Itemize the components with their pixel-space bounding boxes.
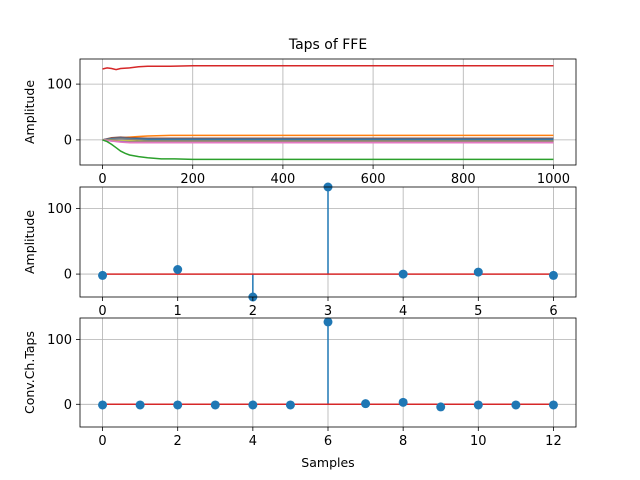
x-tick-label: 3 (324, 304, 332, 319)
x-tick-label: 6 (324, 434, 332, 449)
stem-marker (285, 400, 295, 410)
stem-marker (548, 270, 558, 280)
axes-frame (79, 58, 577, 166)
y-axis-label: Conv.Ch.Taps (22, 331, 37, 414)
x-tick-label: 6 (549, 304, 557, 319)
x-tick-label: 4 (399, 304, 407, 319)
stem-marker (548, 400, 558, 410)
y-tick-label: 100 (47, 202, 72, 217)
stem-marker (248, 400, 258, 410)
x-tick-label: 1 (174, 304, 182, 319)
stem-marker (473, 267, 483, 277)
series-line-1 (102, 64, 554, 71)
x-tick-label: 5 (474, 304, 482, 319)
x-tick-label: 1000 (537, 172, 570, 187)
stem-marker (98, 270, 108, 280)
x-tick-label: 12 (545, 434, 562, 449)
plot-area (101, 321, 555, 407)
stem-marker (98, 400, 108, 410)
stem-marker (173, 400, 183, 410)
stem-marker (210, 400, 220, 410)
x-tick-label: 10 (470, 434, 487, 449)
y-axis-label: Amplitude (22, 210, 37, 274)
series-line-9 (102, 139, 554, 161)
x-tick-label: 2 (174, 434, 182, 449)
y-tick-label: 0 (64, 398, 72, 413)
x-tick-label: 600 (361, 172, 386, 187)
stem-marker (511, 400, 521, 410)
plot-area (102, 64, 554, 161)
stem-marker (473, 400, 483, 410)
stem-marker (436, 402, 446, 412)
subplot-3: 0 2 4 6 8 10 12 0 100 Conv.Ch.Taps Samples (22, 317, 577, 470)
subplot-2: 0 1 2 3 4 5 6 0 100 Amplitude (22, 182, 577, 319)
stem-marker (135, 400, 145, 410)
x-tick-label: 4 (249, 434, 257, 449)
stem-marker (361, 399, 371, 409)
stem-marker (323, 317, 333, 327)
x-tick-label: 0 (98, 304, 106, 319)
x-axis-label: Samples (301, 455, 354, 470)
y-tick-label: 100 (47, 78, 72, 93)
y-tick-label: 0 (64, 133, 72, 148)
chart-title: Taps of FFE (288, 37, 367, 53)
stem-marker (173, 265, 183, 274)
x-tick-label: 2 (249, 304, 257, 319)
stem-marker (398, 269, 408, 279)
series-line-3 (102, 136, 554, 141)
subplot-1: 0 200 400 600 800 1000 0 100 Taps of FFE Amplitud… (22, 37, 577, 187)
y-tick-label: 0 (64, 268, 72, 283)
x-tick-label: 8 (399, 434, 407, 449)
series-line-8 (102, 139, 554, 144)
x-tick-label: 400 (270, 172, 295, 187)
x-tick-label: 0 (98, 434, 106, 449)
x-tick-label: 800 (451, 172, 476, 187)
y-axis-label: Amplitude (22, 80, 37, 144)
stem-marker (398, 397, 408, 407)
x-tick-label: 200 (180, 172, 205, 187)
series-line-5 (102, 138, 554, 142)
y-tick-label: 100 (47, 333, 72, 348)
x-tick-label: 0 (98, 172, 106, 187)
